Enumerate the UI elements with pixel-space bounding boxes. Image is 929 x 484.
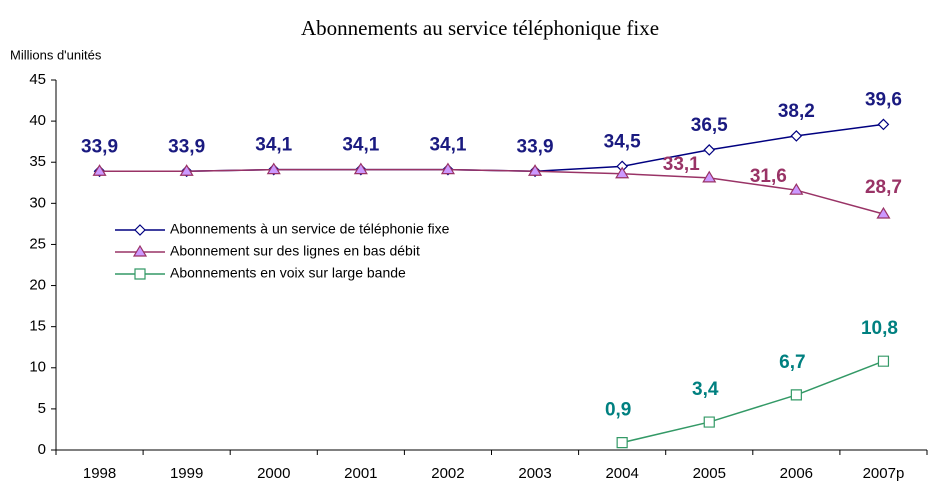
x-tick-label: 1998 [83,465,116,482]
data-label: 34,1 [429,135,466,156]
data-label: 31,6 [750,166,787,187]
data-label: 6,7 [779,352,805,373]
x-tick-label: 2002 [431,465,464,482]
x-tick-label: 2000 [257,465,290,482]
legend-label: Abonnement sur des lignes en bas débit [170,243,420,259]
data-label: 34,1 [255,135,292,156]
data-point [877,355,890,367]
data-label: 33,9 [517,136,554,157]
x-tick-label: 2001 [344,465,377,482]
legend-marker [134,224,146,236]
y-tick-label: 20 [29,277,46,294]
data-point [876,206,891,219]
x-tick-label: 2007p [863,465,905,482]
data-point [877,118,890,131]
data-point [527,164,543,176]
data-point [616,437,628,449]
data-label: 28,7 [865,177,902,198]
x-tick-label: 2004 [605,465,638,482]
data-point [703,144,716,156]
legend-marker [132,244,148,257]
series-line [621,360,884,444]
y-tick-label: 35 [29,153,46,170]
data-point [789,183,804,195]
data-point [179,164,194,176]
series-line [99,168,884,215]
series-line [99,123,884,173]
data-label: 33,9 [168,136,205,157]
y-tick-label: 40 [29,112,46,129]
y-tick-label: 45 [29,71,46,88]
data-label: 34,5 [604,131,641,152]
data-point [92,164,107,176]
x-tick-label: 2005 [693,465,726,482]
y-tick-label: 5 [38,400,46,417]
data-point [703,416,715,428]
data-point [702,170,717,183]
legend-label: Abonnements à un service de téléphonie f… [170,221,450,237]
data-point [790,130,803,142]
data-label: 36,5 [691,115,728,136]
data-label: 10,8 [861,318,898,339]
y-tick-label: 0 [38,441,46,458]
data-label: 33,1 [663,154,700,175]
y-tick-label: 15 [29,318,46,335]
data-label: 39,6 [865,89,902,110]
legend-label: Abonnements en voix sur large bande [170,265,406,281]
x-tick-label: 1999 [170,465,203,482]
y-tick-label: 25 [29,235,46,252]
x-tick-label: 2006 [780,465,813,482]
data-point [615,166,630,179]
data-label: 0,9 [605,400,631,421]
data-label: 3,4 [692,379,719,400]
data-point [790,389,802,401]
data-point [440,162,456,175]
x-tick-label: 2003 [518,465,551,482]
y-tick-label: 10 [29,359,46,376]
y-axis-label: Millions d'unités [10,47,102,62]
data-point [266,162,281,175]
data-label: 34,1 [342,135,379,156]
chart-title: Abonnements au service téléphonique fixe [301,16,659,40]
data-point [353,162,368,175]
legend-marker [134,268,146,280]
data-label: 33,9 [81,136,118,157]
y-tick-label: 30 [29,194,46,211]
data-label: 38,2 [778,101,815,122]
